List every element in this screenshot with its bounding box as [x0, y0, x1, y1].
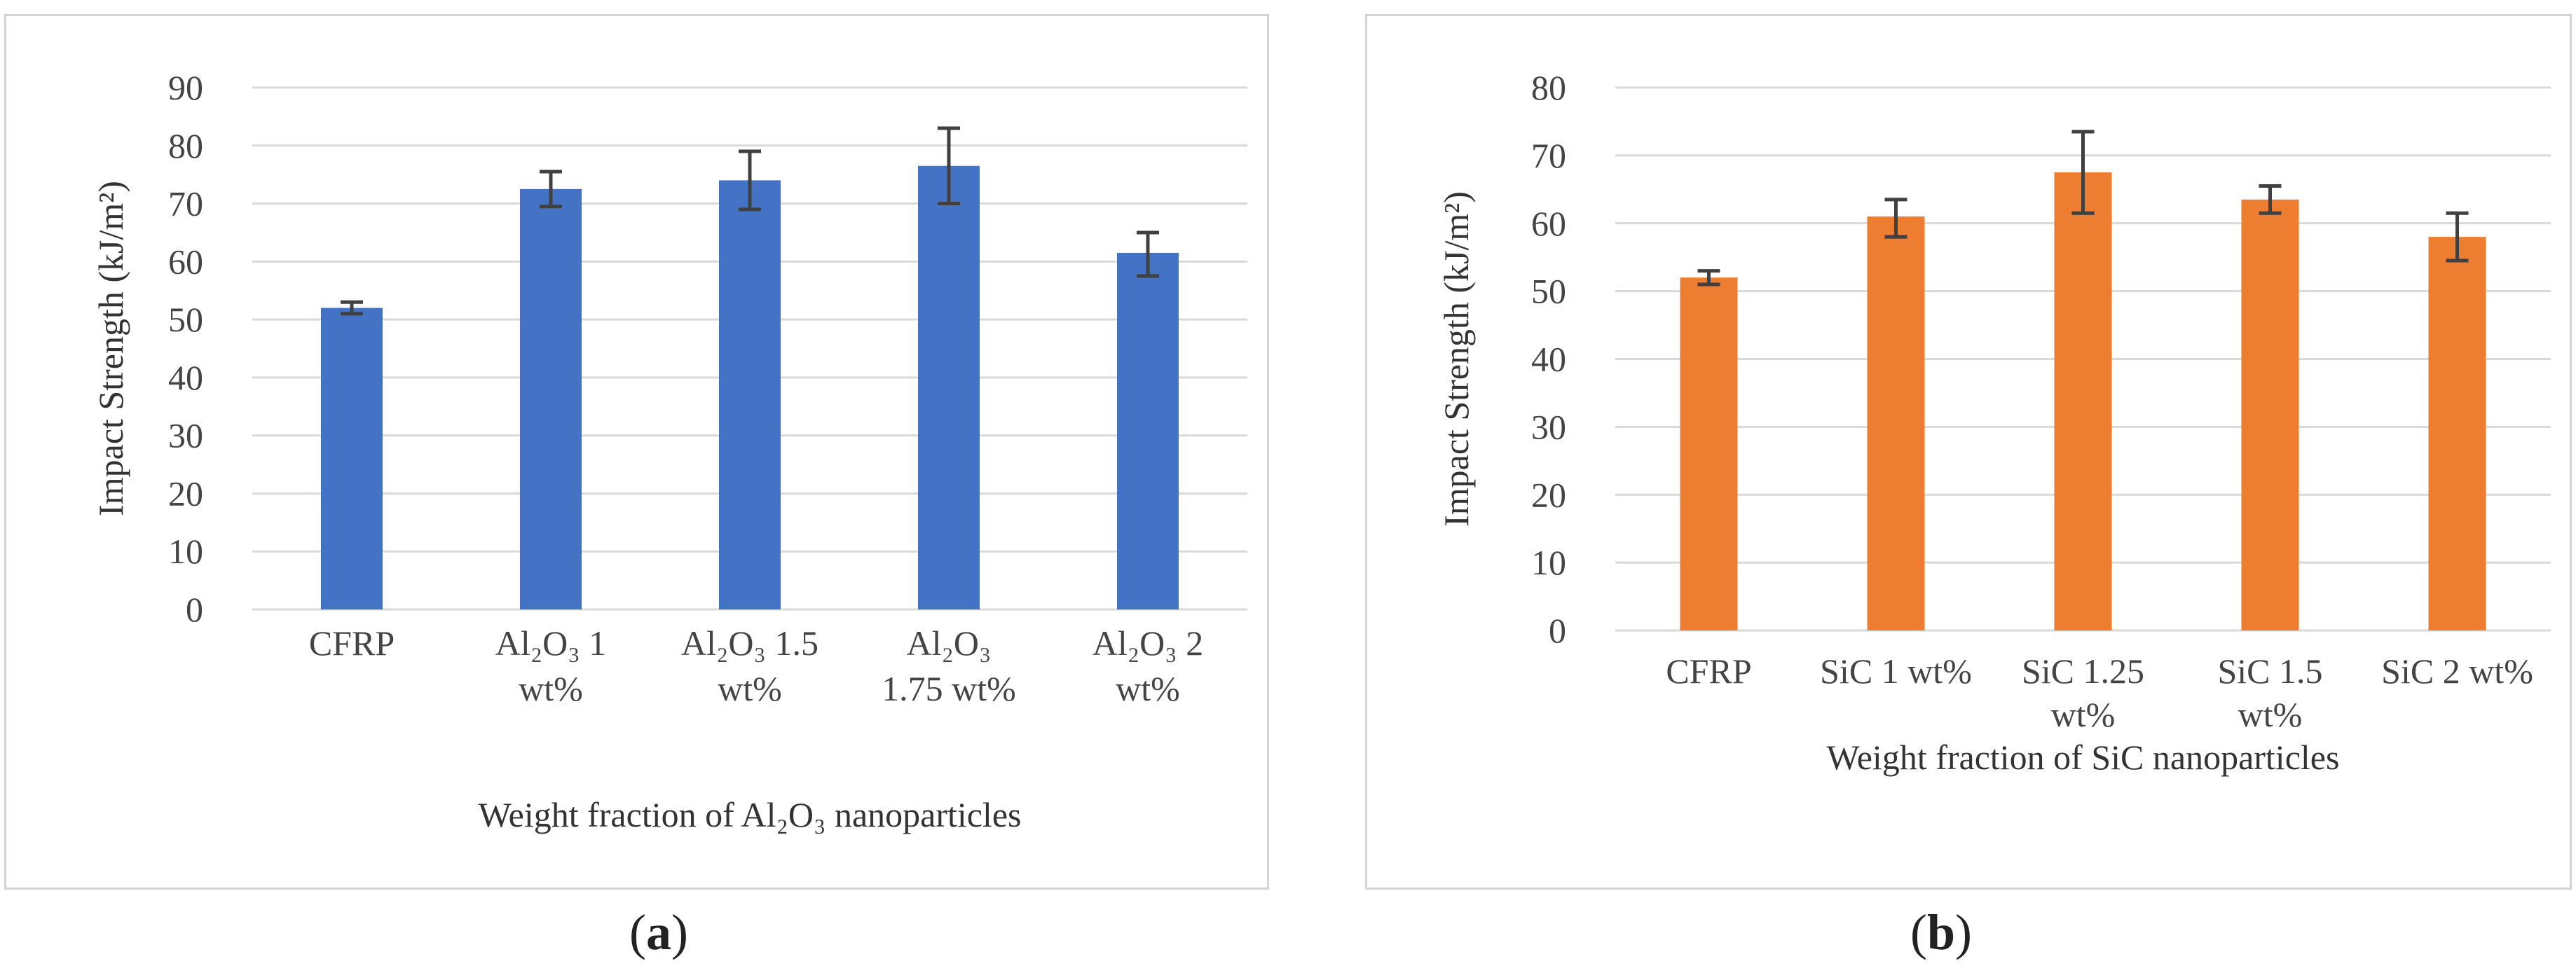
- x-tick-label: wt%: [1116, 669, 1180, 708]
- bar: [520, 188, 582, 610]
- y-tick-label: 10: [168, 532, 203, 571]
- y-tick-label: 0: [1549, 611, 1566, 650]
- bar: [2054, 172, 2112, 630]
- y-axis-title: Impact Strength (kJ/m²): [1437, 191, 1476, 527]
- x-tick-label: Al₂O₃: [907, 623, 992, 663]
- y-tick-label: 80: [168, 126, 203, 165]
- y-tick-label: 70: [1531, 136, 1566, 175]
- x-tick-label: wt%: [519, 669, 583, 708]
- panel-label-a: (a): [629, 904, 688, 960]
- y-tick-label: 10: [1531, 543, 1566, 582]
- x-tick-label: Al₂O₃ 1.5: [681, 623, 818, 663]
- y-tick-label: 40: [1531, 340, 1566, 379]
- bar: [2428, 237, 2486, 630]
- x-tick-label: 1.75 wt%: [882, 669, 1016, 708]
- y-tick-label: 30: [168, 416, 203, 455]
- bar: [918, 165, 980, 609]
- chart-panel-b: [1365, 14, 2572, 890]
- y-tick-label: 30: [1531, 407, 1566, 446]
- x-tick-label: wt%: [2051, 695, 2116, 734]
- y-tick-label: 80: [1531, 68, 1566, 107]
- bar: [1867, 216, 1925, 630]
- x-tick-label: SiC 1.25: [2022, 651, 2144, 691]
- x-tick-label: CFRP: [309, 623, 395, 663]
- y-tick-label: 60: [1531, 204, 1566, 243]
- y-tick-label: 90: [168, 68, 203, 107]
- bar: [719, 180, 781, 609]
- x-tick-label: SiC 1 wt%: [1820, 651, 1972, 691]
- x-axis-title: Weight fraction of SiC nanoparticles: [1827, 738, 2340, 777]
- panel-label-b: (b): [1910, 904, 1972, 960]
- bar: [1117, 252, 1179, 609]
- bar: [1680, 277, 1738, 630]
- y-tick-label: 60: [168, 242, 203, 281]
- y-axis-title: Impact Strength (kJ/m²): [91, 181, 130, 516]
- x-tick-label: SiC 1.5: [2217, 651, 2322, 691]
- x-tick-label: Al₂O₃ 1: [495, 623, 606, 663]
- x-tick-label: Al₂O₃ 2: [1092, 623, 1203, 663]
- x-tick-label: wt%: [2238, 695, 2303, 734]
- bar: [2241, 199, 2299, 630]
- x-axis-title: Weight fraction of Al₂O₃ nanoparticles: [478, 795, 1021, 834]
- bar: [321, 308, 383, 609]
- x-tick-label: wt%: [718, 669, 782, 708]
- y-tick-label: 0: [186, 590, 203, 629]
- y-tick-label: 50: [168, 300, 203, 339]
- y-tick-label: 20: [168, 474, 203, 513]
- y-tick-label: 20: [1531, 475, 1566, 514]
- y-tick-label: 40: [168, 358, 203, 397]
- y-tick-label: 50: [1531, 272, 1566, 311]
- x-tick-label: CFRP: [1666, 651, 1751, 691]
- chart-panel-a: [4, 14, 1269, 890]
- x-tick-label: SiC 2 wt%: [2381, 651, 2533, 691]
- y-tick-label: 70: [168, 184, 203, 223]
